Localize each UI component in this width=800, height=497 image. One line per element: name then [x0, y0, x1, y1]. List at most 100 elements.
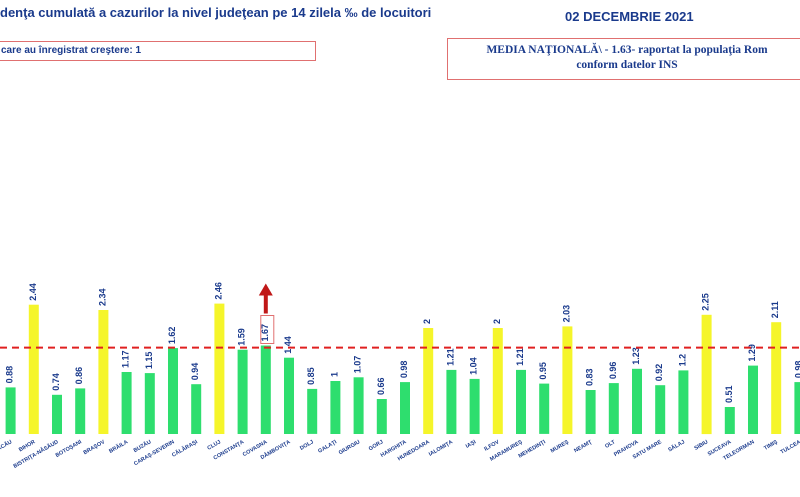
- value-labels-group: 0.88 2.44 0.74 0.86 2.34 1.17 1.15 1.62 0.94 2.46…: [5, 282, 800, 403]
- bar-gorj: [376, 399, 387, 434]
- value-label-caras-severin: 1.62: [167, 327, 177, 345]
- value-label-gorj: 0.66: [376, 377, 386, 395]
- bar-calarasi: [191, 384, 202, 434]
- increase-marker-group: [258, 283, 273, 314]
- value-label-bihor: 2.44: [28, 283, 38, 301]
- category-label-braila: BRĂILA: [108, 438, 130, 454]
- bars-group: [5, 303, 800, 435]
- value-label-prahova: 1.23: [631, 347, 641, 365]
- national-average-line2: conform datelor INS: [576, 59, 678, 71]
- bar-cluj: [214, 303, 225, 434]
- category-label-ialomita: IALOMIŢA: [428, 439, 454, 457]
- increase-count-note: care au înregistrat creştere: 1: [0, 41, 316, 61]
- category-label-gorj: GORJ: [368, 439, 385, 452]
- value-label-giurgiu: 1.07: [353, 356, 363, 374]
- category-label-salaj: SĂLAJ: [667, 438, 686, 453]
- bar-bihor: [28, 304, 39, 434]
- bar-sibiu: [701, 314, 712, 435]
- category-label-sibiu: SIBIU: [693, 439, 709, 452]
- value-label-salaj: 1.2: [677, 354, 687, 367]
- category-label-brasov: BRAŞOV: [83, 439, 107, 456]
- category-label-tulcea: TULCEA: [780, 439, 800, 455]
- bar-tulcea: [794, 382, 800, 434]
- bar-dambovita: [284, 357, 294, 434]
- bar-botosani: [75, 388, 86, 434]
- category-label-iasi: IAŞI: [465, 439, 478, 450]
- value-label-buzau: 1.15: [144, 352, 154, 370]
- category-label-giurgiu: GIURGIU: [338, 439, 361, 456]
- bar-covasna: [260, 345, 271, 434]
- chart-title: denţa cumulată a cazurilor la nivel jude…: [0, 5, 432, 20]
- bar-mures: [562, 326, 573, 434]
- value-label-harghita: 0.98: [399, 361, 409, 379]
- bar-constanta: [237, 349, 248, 434]
- bar-salaj: [678, 370, 689, 434]
- category-label-calarasi: CĂLĂRAŞI: [171, 438, 200, 459]
- value-label-tulcea: 0.98: [793, 361, 800, 379]
- bar-bacau: [5, 387, 16, 434]
- value-label-neamt: 0.83: [585, 368, 595, 386]
- value-label-covasna: 1.67: [260, 324, 270, 342]
- value-label-braila: 1.17: [121, 350, 131, 368]
- category-label-caras-severin: CARAŞ-SEVERIN: [133, 439, 175, 467]
- category-label-cluj: CLUJ: [207, 439, 222, 451]
- category-label-bistrita-nasaud: BISTRIŢA-NĂSĂUD: [12, 438, 59, 469]
- value-label-hunedoara: 2: [422, 319, 432, 324]
- category-label-olt: OLT: [604, 439, 617, 450]
- value-label-satu-mare: 0.92: [654, 364, 664, 382]
- value-label-bistrita-nasaud: 0.74: [51, 373, 61, 391]
- increase-count-text: care au înregistrat creştere: 1: [1, 45, 142, 56]
- bar-galati: [330, 381, 341, 434]
- value-label-cluj: 2.46: [213, 282, 223, 300]
- category-label-bihor: BIHOR: [18, 439, 36, 453]
- category-label-neamt: NEAMŢ: [573, 439, 593, 454]
- bar-teleorman: [748, 365, 758, 434]
- value-label-bacau: 0.88: [5, 366, 15, 384]
- bar-braila: [121, 372, 132, 434]
- bar-maramures: [516, 369, 526, 434]
- bar-suceava: [724, 407, 735, 434]
- national-average-line1: MEDIA NAŢIONALĂ\ - 1.63- raportat la pop…: [486, 44, 768, 56]
- value-label-suceava: 0.51: [724, 385, 734, 403]
- value-label-olt: 0.96: [608, 362, 618, 380]
- value-label-teleorman: 1.29: [747, 344, 757, 362]
- value-label-galati: 1: [329, 372, 339, 377]
- value-label-timis: 2.11: [770, 301, 780, 318]
- value-label-iasi: 1.04: [469, 357, 479, 375]
- value-label-botosani: 0.86: [74, 367, 84, 385]
- category-label-ilfov: ILFOV: [483, 439, 500, 452]
- value-label-ialomita: 1.21: [445, 348, 455, 366]
- bar-buzau: [144, 373, 155, 434]
- bar-harghita: [400, 382, 410, 434]
- bar-brasov: [98, 310, 109, 434]
- bar-hunedoara: [423, 328, 434, 434]
- category-label-botosani: BOTOŞANI: [55, 439, 83, 459]
- bar-satu-mare: [655, 385, 666, 434]
- category-label-galati: GALAŢI: [317, 439, 338, 455]
- bar-neamt: [585, 390, 596, 434]
- bar-ilfov: [492, 328, 503, 434]
- bar-olt: [608, 383, 619, 434]
- bar-iasi: [469, 378, 480, 434]
- value-label-mures: 2.03: [561, 305, 571, 323]
- value-label-mehedinti: 0.95: [538, 362, 548, 380]
- category-label-dolj: DOLJ: [299, 439, 315, 452]
- report-date: 02 DECEMBRIE 2021: [565, 9, 694, 24]
- bar-mehedinti: [539, 383, 550, 434]
- bar-prahova: [632, 368, 642, 434]
- value-label-constanta: 1.59: [237, 328, 247, 346]
- national-average-note: MEDIA NAŢIONALĂ\ - 1.63- raportat la pop…: [447, 38, 800, 80]
- category-label-timis: TIMIŞ: [763, 439, 779, 452]
- value-label-dambovita: 1.44: [283, 336, 293, 354]
- bar-timis: [771, 322, 782, 434]
- category-label-bacau: BACĂU: [0, 438, 13, 454]
- value-label-maramures: 1.21: [515, 348, 525, 366]
- value-label-ilfov: 2: [492, 319, 502, 324]
- bar-caras-severin: [168, 348, 178, 434]
- value-label-sibiu: 2.25: [701, 293, 711, 311]
- value-label-calarasi: 0.94: [190, 363, 200, 381]
- value-highlight-box: [260, 315, 275, 344]
- category-label-mures: MUREŞ: [550, 439, 570, 454]
